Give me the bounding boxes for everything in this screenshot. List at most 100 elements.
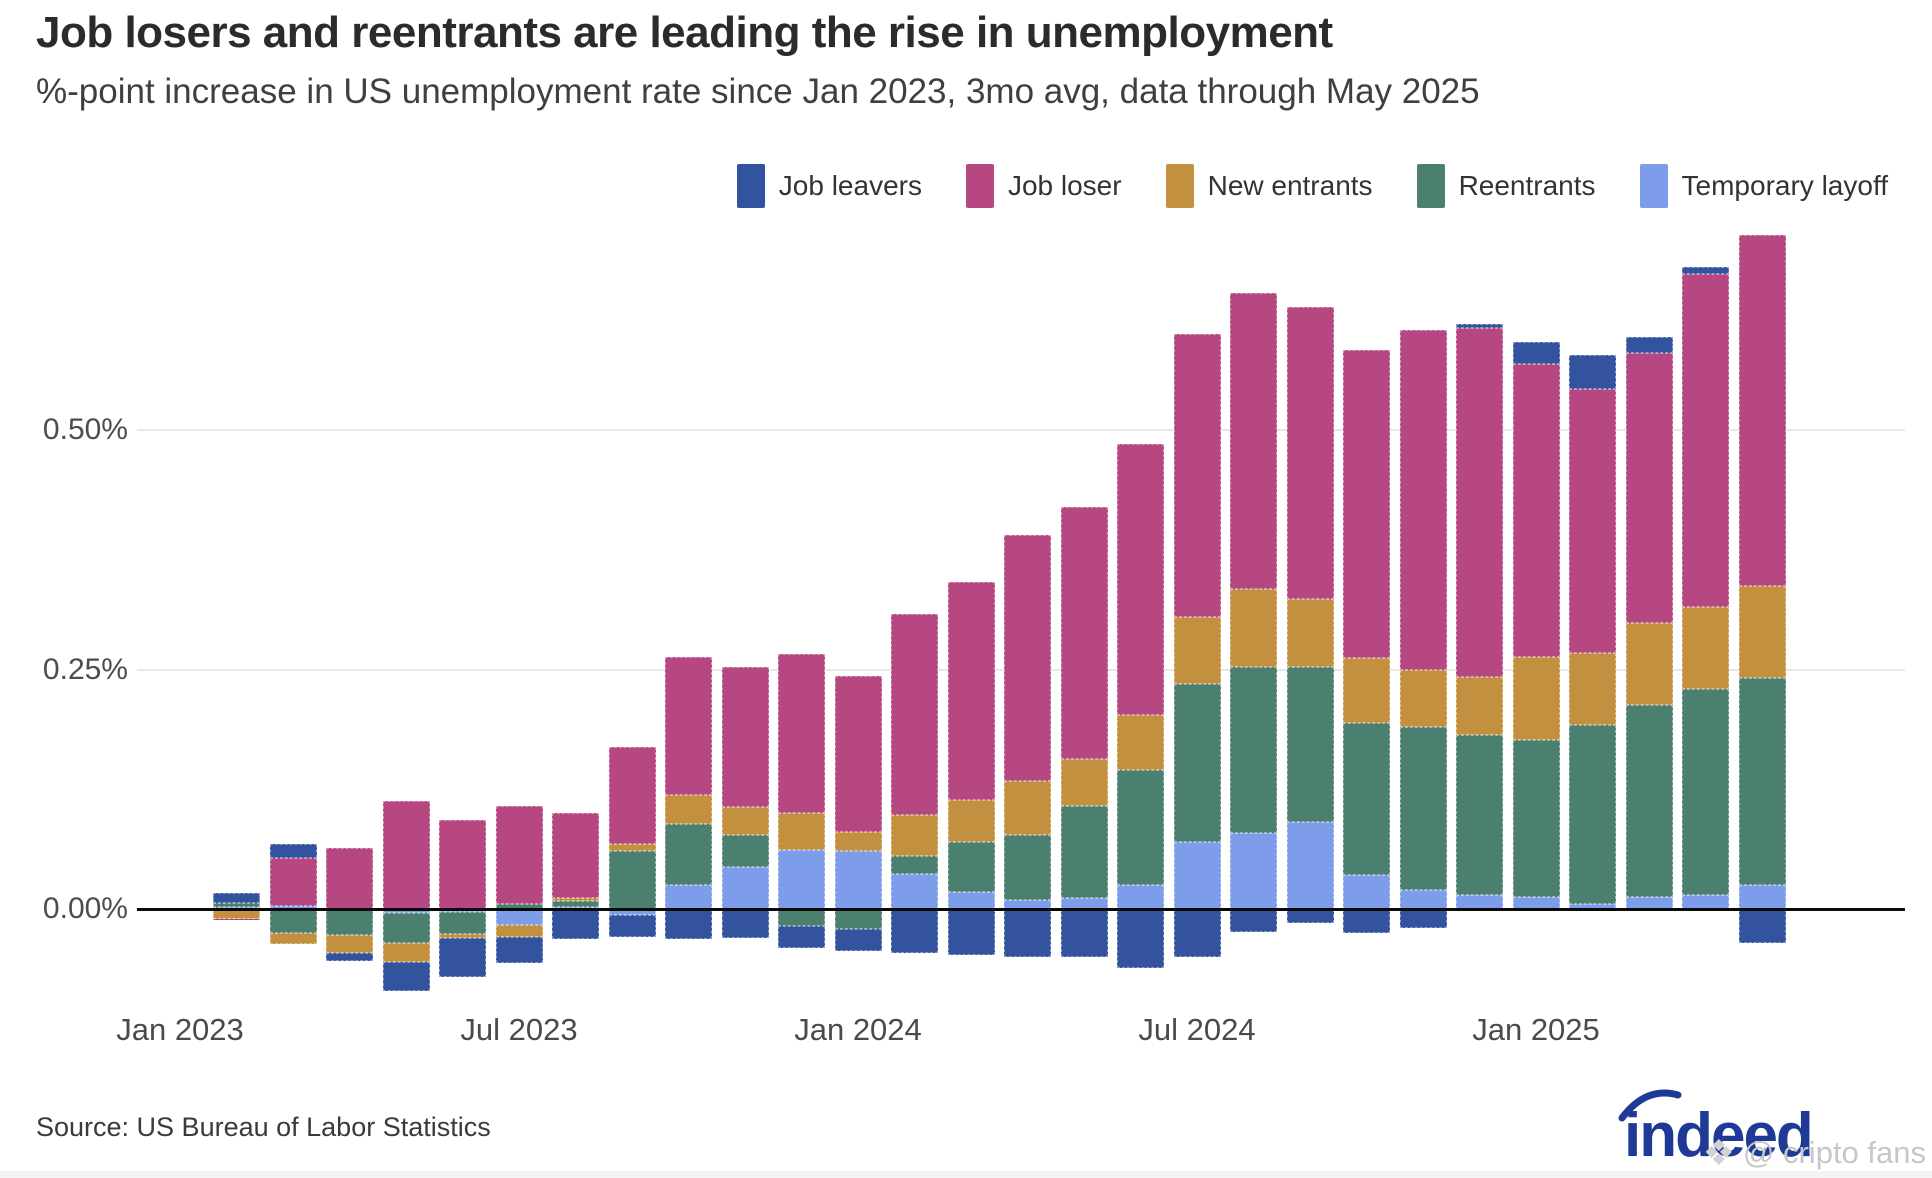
bar-segment-job-leavers-mar-2024 xyxy=(947,909,995,955)
bar-segment-job-loser-apr-2025 xyxy=(1682,273,1729,608)
bar-segment-job-loser-jul-2023 xyxy=(495,806,543,905)
legend-item-reentrants: Reentrants xyxy=(1416,164,1596,208)
bar-segment-new-entrants-jul-2024 xyxy=(1173,616,1221,684)
bar-segment-new-entrants-mar-2025 xyxy=(1625,622,1673,705)
bar-segment-reentrants-jun-2023 xyxy=(439,911,486,934)
bar-segment-job-loser-may-2023 xyxy=(382,800,430,909)
bar-segment-reentrants-may-2024 xyxy=(1060,806,1108,899)
bar-segment-temporary-layoff-apr-2025 xyxy=(1682,894,1729,909)
bar-segment-new-entrants-nov-2023 xyxy=(721,807,769,836)
gridline xyxy=(137,429,1905,431)
bar-segment-new-entrants-aug-2023 xyxy=(552,898,599,902)
bar-segment-new-entrants-jul-2023 xyxy=(495,925,543,937)
legend: Job leavers Job loser New entrants Reentran… xyxy=(0,160,1888,212)
bar-segment-temporary-layoff-dec-2023 xyxy=(778,849,825,909)
bar-segment-job-loser-mar-2025 xyxy=(1625,353,1673,623)
bar-segment-job-loser-mar-2024 xyxy=(947,582,995,800)
bottom-edge-strip xyxy=(0,1171,1932,1178)
bar-segment-reentrants-apr-2025 xyxy=(1682,688,1729,895)
bar-segment-temporary-layoff-sep-2023 xyxy=(608,909,656,915)
bar-segment-new-entrants-apr-2025 xyxy=(1682,607,1729,689)
bar-segment-job-leavers-jan-2025 xyxy=(1512,341,1560,364)
bar-segment-job-leavers-jun-2023 xyxy=(439,937,486,977)
watermark-text: @ cripto fans xyxy=(1742,1135,1926,1170)
bar-segment-temporary-layoff-feb-2024 xyxy=(891,873,938,909)
bar-segment-new-entrants-sep-2024 xyxy=(1286,598,1334,667)
bar-segment-temporary-layoff-may-2024 xyxy=(1060,898,1108,909)
bar-segment-job-leavers-sep-2023 xyxy=(608,914,656,937)
chart-subtitle: %-point increase in US unemployment rate… xyxy=(36,72,1480,111)
bar-segment-job-loser-mar-2023 xyxy=(269,858,317,907)
x-tick-label: Jul 2024 xyxy=(1138,1012,1256,1047)
bar-segment-new-entrants-sep-2023 xyxy=(608,843,656,851)
bar-segment-reentrants-dec-2023 xyxy=(778,909,825,927)
bar-segment-job-leavers-jan-2024 xyxy=(834,929,882,952)
bar-segment-job-loser-jan-2024 xyxy=(834,676,882,833)
legend-label: Reentrants xyxy=(1458,170,1596,201)
bar-segment-reentrants-feb-2023 xyxy=(213,903,260,908)
bar-segment-reentrants-dec-2024 xyxy=(1456,734,1503,895)
legend-label: New entrants xyxy=(1207,170,1373,201)
bar-segment-job-loser-jul-2024 xyxy=(1173,334,1221,617)
bar-segment-reentrants-nov-2024 xyxy=(1399,726,1447,890)
watermark: ❖ @ cripto fans xyxy=(1703,1132,1926,1174)
bar-segment-reentrants-apr-2023 xyxy=(326,909,373,935)
bar-segment-temporary-layoff-apr-2024 xyxy=(1004,900,1051,909)
bar-segment-new-entrants-jun-2024 xyxy=(1117,715,1164,771)
bar-segment-new-entrants-feb-2025 xyxy=(1569,653,1616,726)
bar-segment-reentrants-jul-2024 xyxy=(1173,683,1221,842)
bar-segment-reentrants-mar-2024 xyxy=(947,841,995,892)
bar-segment-job-loser-feb-2024 xyxy=(891,613,938,816)
bar-segment-job-leavers-aug-2024 xyxy=(1230,909,1277,932)
bar-segment-job-loser-jan-2025 xyxy=(1512,363,1560,658)
y-tick-label: 0.50% xyxy=(42,413,128,446)
bar-segment-new-entrants-oct-2024 xyxy=(1343,658,1390,724)
legend-item-job-leavers: Job leavers xyxy=(736,164,922,208)
bar-segment-reentrants-mar-2023 xyxy=(269,909,317,933)
bar-segment-job-leavers-jul-2023 xyxy=(495,936,543,963)
bar-segment-temporary-layoff-mar-2024 xyxy=(947,891,995,909)
bar-segment-job-leavers-apr-2025 xyxy=(1682,267,1729,274)
bar-segment-reentrants-oct-2023 xyxy=(665,823,712,886)
bar-segment-job-leavers-may-2023 xyxy=(382,961,430,992)
x-tick-label: Jul 2023 xyxy=(460,1012,578,1047)
legend-item-temporary-layoff: Temporary layoff xyxy=(1639,164,1888,208)
legend-swatch-icon xyxy=(1639,164,1668,208)
bar-segment-temporary-layoff-nov-2023 xyxy=(721,866,769,909)
bar-segment-job-leavers-feb-2023 xyxy=(213,892,260,904)
bar-segment-job-loser-feb-2023 xyxy=(213,918,260,921)
bar-segment-reentrants-oct-2024 xyxy=(1343,723,1390,875)
bar-segment-temporary-layoff-jul-2023 xyxy=(495,909,543,926)
bar-segment-job-leavers-jul-2024 xyxy=(1173,909,1221,957)
bar-segment-job-leavers-may-2025 xyxy=(1738,909,1786,944)
bar-segment-job-loser-apr-2024 xyxy=(1004,535,1051,781)
legend-swatch-icon xyxy=(736,164,765,208)
bar-segment-reentrants-jan-2024 xyxy=(834,909,882,930)
source-note: Source: US Bureau of Labor Statistics xyxy=(36,1112,491,1142)
bar-segment-reentrants-jul-2023 xyxy=(495,904,543,909)
bar-segment-temporary-layoff-feb-2025 xyxy=(1569,904,1616,909)
bar-segment-new-entrants-mar-2024 xyxy=(947,799,995,842)
bar-segment-new-entrants-nov-2024 xyxy=(1399,670,1447,727)
bar-segment-temporary-layoff-jan-2025 xyxy=(1512,896,1560,909)
bar-segment-reentrants-sep-2024 xyxy=(1286,666,1334,822)
bar-segment-temporary-layoff-may-2025 xyxy=(1738,885,1786,909)
bar-segment-job-leavers-dec-2024 xyxy=(1456,323,1503,329)
legend-swatch-icon xyxy=(1165,164,1194,208)
bar-segment-job-leavers-sep-2024 xyxy=(1286,909,1334,924)
bar-segment-temporary-layoff-sep-2024 xyxy=(1286,821,1334,909)
bar-segment-new-entrants-jan-2024 xyxy=(834,832,882,851)
bar-segment-new-entrants-dec-2024 xyxy=(1456,677,1503,735)
bar-segment-reentrants-mar-2025 xyxy=(1625,704,1673,897)
bar-segment-reentrants-may-2023 xyxy=(382,912,430,944)
bar-segment-temporary-layoff-jan-2024 xyxy=(834,850,882,909)
x-tick-label: Jan 2025 xyxy=(1472,1012,1600,1047)
bar-segment-job-loser-may-2025 xyxy=(1738,234,1786,587)
bar-segment-reentrants-aug-2024 xyxy=(1230,666,1277,834)
bar-segment-new-entrants-feb-2024 xyxy=(891,815,938,857)
bar-segment-job-loser-aug-2023 xyxy=(552,813,599,899)
bar-segment-new-entrants-oct-2023 xyxy=(665,794,712,824)
legend-label: Job loser xyxy=(1007,170,1122,201)
bar-segment-job-leavers-feb-2024 xyxy=(891,909,938,954)
bar-segment-temporary-layoff-jun-2024 xyxy=(1117,885,1164,909)
